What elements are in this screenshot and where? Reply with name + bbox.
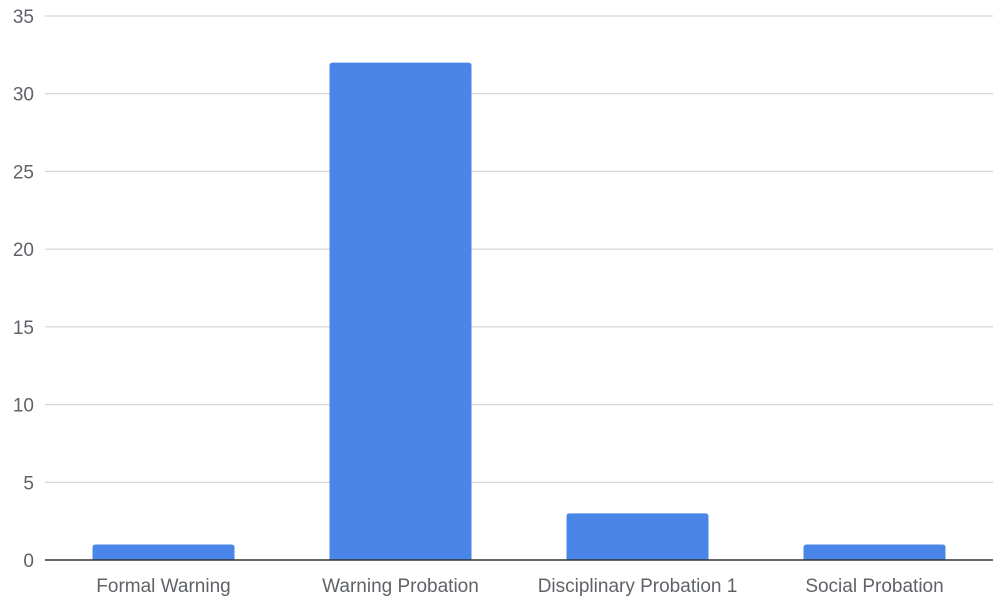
y-tick-label: 30 <box>13 85 34 106</box>
x-category-label: Social Probation <box>805 576 943 597</box>
x-category-label: Formal Warning <box>96 576 230 597</box>
y-tick-label: 20 <box>13 240 34 261</box>
y-tick-label: 35 <box>13 7 34 28</box>
y-tick-label: 0 <box>23 551 34 572</box>
x-category-label: Disciplinary Probation 1 <box>538 576 738 597</box>
y-tick-label: 10 <box>13 396 34 417</box>
bar-social-probation <box>803 544 946 560</box>
x-category-label: Warning Probation <box>322 576 479 597</box>
y-axis-ticks: 0 5 10 15 20 25 30 35 <box>13 7 34 572</box>
gridlines <box>45 15 993 483</box>
bars <box>92 62 946 560</box>
bar-warning-probation <box>329 62 472 560</box>
y-tick-label: 5 <box>23 473 34 494</box>
x-axis-labels: Formal Warning Warning Probation Disciplin… <box>96 576 943 597</box>
y-tick-label: 15 <box>13 318 34 339</box>
bar-formal-warning <box>92 544 235 560</box>
y-tick-label: 25 <box>13 162 34 183</box>
bar-disciplinary-probation-1 <box>566 513 709 560</box>
